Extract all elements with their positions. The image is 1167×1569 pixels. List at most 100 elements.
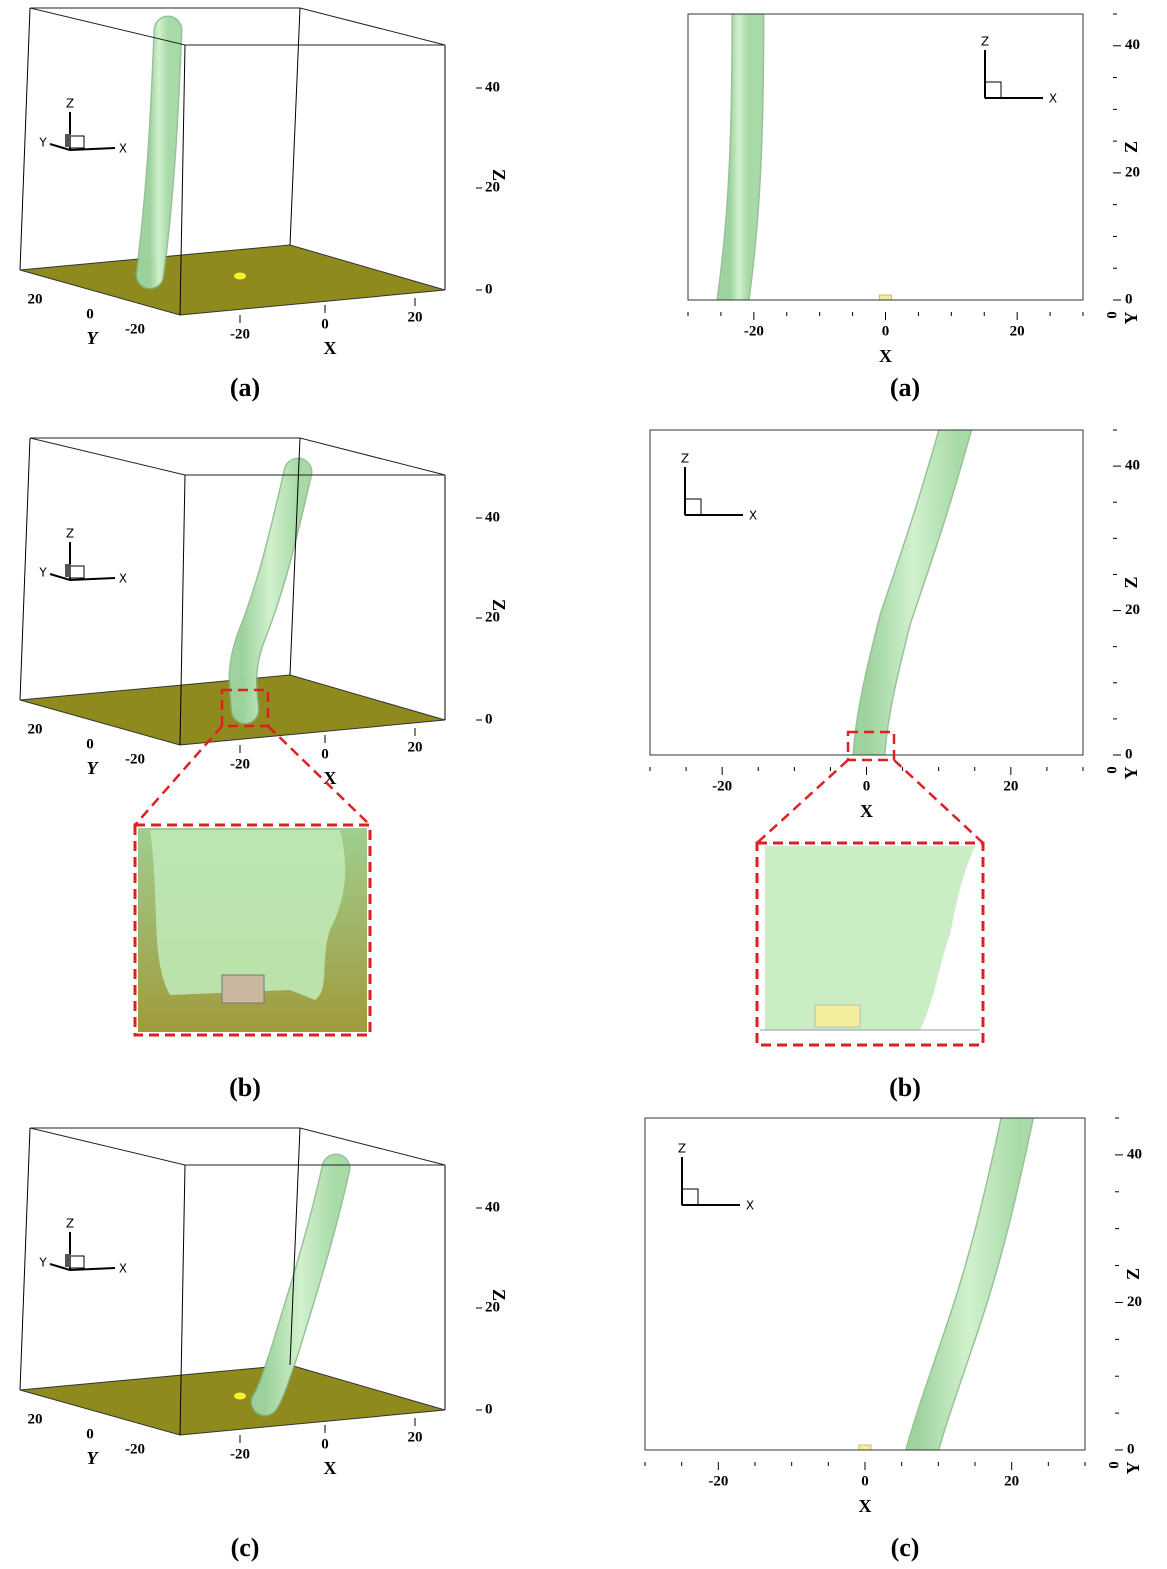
triad-box [681, 1188, 699, 1206]
vortex [252, 1155, 349, 1415]
z-tick-label: 20 [485, 179, 500, 195]
z-axis-label: Z [489, 599, 509, 611]
line [49, 1263, 71, 1271]
y-axis-label: Y [1121, 312, 1141, 325]
y-tick-label: 0 [1106, 1461, 1122, 1469]
z-tick-label: 0 [1127, 1441, 1135, 1457]
x-axis-label: X [859, 1496, 872, 1516]
x-tick-label: -20 [230, 1446, 250, 1462]
triad-label: Y [38, 136, 47, 150]
x-tick-label: -20 [712, 778, 732, 794]
triad-label: X [1049, 92, 1057, 106]
triad-label: X [749, 509, 757, 523]
x-tick-label: 0 [321, 1436, 329, 1452]
triad-label: X [119, 1262, 127, 1276]
y-tick-label: -20 [125, 1441, 145, 1457]
y-axis-label: Y [1123, 1462, 1143, 1475]
y-tick-label: 0 [1104, 766, 1120, 774]
box-top [29, 7, 446, 46]
obstacle [234, 272, 246, 280]
triad-box [684, 498, 702, 516]
z-axis-label: Z [489, 1289, 509, 1301]
x-tick-label: -20 [708, 1473, 728, 1489]
triad-label: Z [678, 1142, 686, 1156]
box-top [29, 437, 446, 476]
y-tick-label: -20 [125, 751, 145, 767]
floor [19, 1364, 446, 1436]
inset-right [755, 841, 985, 1047]
triad-label: Z [66, 527, 74, 541]
z-axis-label: Z [1121, 141, 1141, 153]
x-tick-label: 20 [1004, 1473, 1019, 1489]
line [289, 437, 301, 676]
triad-label: Z [66, 97, 74, 111]
z-tick-label: 40 [1125, 458, 1140, 474]
obstacle [858, 1444, 872, 1451]
y-tick-label: 20 [28, 291, 43, 307]
caption: (a) [230, 373, 260, 402]
vortex-group [852, 430, 973, 755]
x-tick-label: 20 [1010, 323, 1025, 339]
caption: (c) [891, 1533, 920, 1562]
y-tick-label: 0 [1104, 311, 1120, 319]
z-tick-label: 40 [1127, 1146, 1142, 1162]
x-tick-label: 0 [863, 778, 871, 794]
triad-box [984, 81, 1002, 99]
y-axis-label: Y [87, 1448, 100, 1468]
z-axis-label: Z [1123, 1268, 1143, 1280]
y-axis-label: Y [1121, 767, 1141, 780]
x-tick-label: 20 [1003, 778, 1018, 794]
triad-cube [69, 565, 85, 579]
x-tick-label: 20 [408, 739, 423, 755]
line [19, 1127, 31, 1391]
y-tick-label: -20 [125, 321, 145, 337]
caption: (a) [890, 373, 920, 402]
triad-label: Z [681, 452, 689, 466]
line [49, 573, 71, 581]
z-tick-label: 40 [485, 1199, 500, 1215]
line [179, 1164, 186, 1436]
z-tick-label: 20 [1125, 164, 1140, 180]
y-tick-label: 20 [28, 1411, 43, 1427]
x-tick-label: -20 [230, 326, 250, 342]
floor [19, 244, 446, 316]
triad-cube [69, 135, 85, 149]
x-tick-label: 0 [882, 323, 890, 339]
triad-cube-side [65, 134, 71, 147]
triad-cube-side [65, 1254, 71, 1267]
x-axis-label: X [879, 346, 892, 366]
y-tick-label: 0 [86, 1426, 94, 1442]
inset-left [133, 823, 372, 1037]
line [289, 1127, 301, 1366]
x-tick-label: 0 [861, 1473, 869, 1489]
triad-label: X [119, 142, 127, 156]
line [69, 147, 116, 151]
line [69, 1267, 116, 1271]
x-tick-label: 0 [321, 746, 329, 762]
caption: (b) [229, 1073, 261, 1102]
line [69, 577, 116, 581]
triad-label: X [746, 1199, 754, 1213]
x-tick-label: -20 [230, 756, 250, 772]
plot-frame [649, 429, 1084, 756]
z-axis-label: Z [489, 169, 509, 181]
y-tick-label: 0 [86, 736, 94, 752]
y-tick-label: 0 [86, 306, 94, 322]
vortex [137, 17, 181, 288]
line [289, 7, 301, 246]
x-tick-label: -20 [744, 323, 764, 339]
x-axis-label: X [324, 338, 337, 358]
triad-cube-side [65, 564, 71, 577]
triad-label: Z [981, 35, 989, 49]
triad-label: Y [38, 1256, 47, 1270]
z-tick-label: 40 [1125, 37, 1140, 53]
zoom-connectors [134, 688, 984, 844]
triad-label: X [119, 572, 127, 586]
z-tick-label: 0 [1125, 746, 1133, 762]
vortex-group [905, 1118, 1035, 1450]
